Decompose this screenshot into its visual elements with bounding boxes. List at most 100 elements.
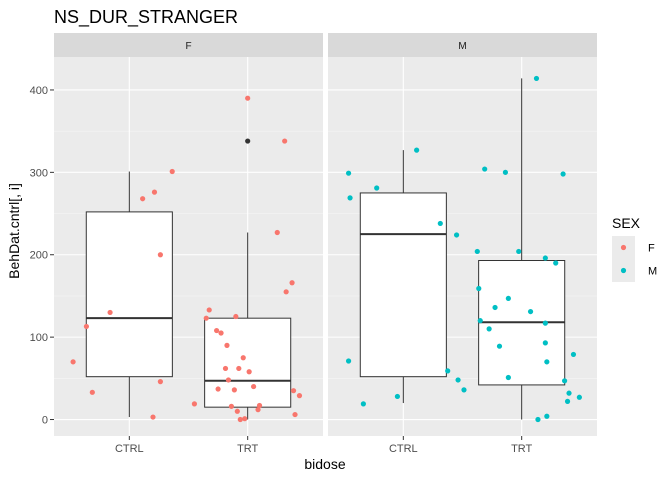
data-point	[107, 309, 113, 316]
data-point	[445, 368, 451, 374]
data-point	[455, 377, 461, 383]
data-point	[347, 195, 353, 201]
outlier-point	[245, 138, 251, 144]
y-axis-title: BehDat.cntrl[, i]	[6, 183, 22, 279]
facet-panels: F CTRL TRT M CTRL TRT	[54, 33, 597, 455]
data-point	[542, 320, 548, 326]
y-tick-label: 100	[30, 332, 48, 344]
data-point	[527, 308, 534, 315]
data-point	[231, 387, 237, 393]
chart-title: NS_DUR_STRANGER	[54, 7, 238, 28]
data-point	[570, 351, 577, 358]
legend-title: SEX	[612, 215, 641, 231]
y-axis: 0 100 200 300 400	[30, 85, 54, 427]
data-point	[374, 185, 380, 191]
data-point	[566, 390, 572, 396]
data-point	[83, 323, 90, 330]
data-point	[290, 388, 297, 394]
data-point	[542, 255, 548, 261]
data-point	[283, 289, 289, 295]
data-point	[482, 166, 488, 172]
data-point	[206, 307, 212, 313]
data-point	[222, 365, 229, 372]
data-point	[140, 196, 146, 202]
data-point	[461, 387, 467, 393]
y-tick-label: 200	[30, 250, 48, 262]
y-tick-label: 400	[30, 85, 48, 97]
box-iqr	[359, 192, 447, 378]
facet-strip	[328, 33, 597, 57]
legend-key-point	[620, 244, 627, 251]
data-point	[560, 171, 566, 177]
data-point	[218, 330, 224, 336]
data-point	[237, 416, 243, 423]
data-point	[246, 369, 252, 375]
data-point	[256, 402, 263, 409]
y-tick-label: 300	[30, 167, 48, 179]
data-point	[151, 189, 158, 195]
data-point	[394, 393, 401, 400]
data-point	[474, 248, 480, 255]
data-point	[564, 398, 571, 404]
data-point	[225, 377, 232, 383]
data-point	[236, 365, 242, 372]
data-point	[169, 168, 175, 175]
data-point	[228, 403, 235, 409]
data-point	[274, 229, 280, 236]
data-point	[245, 95, 251, 101]
data-point	[437, 220, 443, 227]
data-point	[544, 413, 550, 419]
data-point	[282, 138, 288, 144]
data-point	[476, 285, 482, 292]
legend-key-point	[620, 267, 627, 274]
box-iqr	[85, 211, 173, 378]
data-point	[296, 393, 303, 399]
data-point	[240, 355, 246, 361]
data-point	[215, 386, 221, 392]
data-point	[250, 383, 257, 390]
facet-panel-f: F CTRL TRT	[54, 33, 323, 455]
x-tick-label: CTRL	[389, 443, 418, 455]
data-point	[535, 416, 541, 423]
facet-panel-m: M CTRL TRT	[328, 33, 597, 455]
x-tick-label: CTRL	[115, 443, 144, 455]
data-point	[486, 326, 492, 332]
x-tick-label: TRT	[511, 443, 532, 455]
data-point	[150, 414, 156, 420]
data-point	[505, 374, 511, 381]
data-point	[516, 248, 522, 255]
data-point	[561, 378, 568, 384]
data-point	[533, 75, 540, 82]
data-point	[191, 401, 198, 407]
data-point	[496, 343, 503, 349]
data-point	[203, 315, 209, 321]
data-point	[233, 313, 239, 320]
data-point	[542, 340, 548, 346]
data-point	[157, 379, 163, 385]
box-m-trt	[478, 78, 566, 420]
data-point	[70, 359, 76, 365]
data-point	[553, 260, 559, 266]
legend-label: M	[648, 266, 657, 278]
data-point	[414, 147, 420, 153]
data-point	[576, 394, 582, 400]
x-axis-title: bidose	[304, 456, 345, 472]
data-point	[360, 401, 366, 407]
y-tick-label: 0	[42, 415, 48, 427]
box-m-ctrl	[359, 150, 447, 404]
facet-strip	[54, 33, 323, 57]
data-point	[292, 411, 298, 418]
data-point	[502, 169, 509, 175]
facet-strip-label: F	[185, 41, 191, 52]
data-point	[492, 304, 498, 311]
legend-label: F	[648, 243, 655, 255]
data-point	[214, 327, 220, 334]
data-point	[157, 252, 163, 258]
data-point	[89, 389, 95, 395]
facet-strip-label: M	[458, 41, 466, 52]
data-point	[242, 416, 248, 422]
data-point	[345, 170, 352, 176]
data-point	[477, 318, 483, 324]
data-point	[255, 407, 261, 413]
